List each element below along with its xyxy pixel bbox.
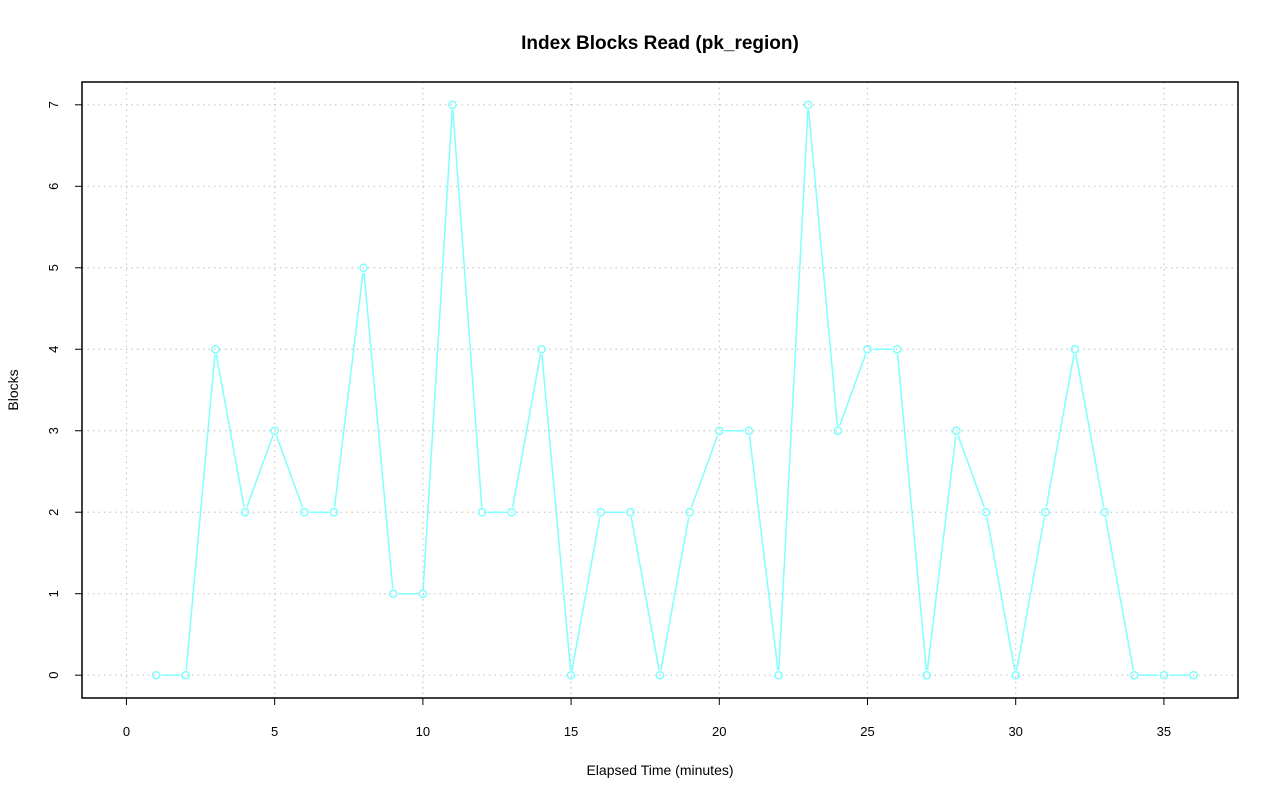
data-point [1129, 670, 1139, 680]
data-point [270, 426, 280, 436]
chart-title: Index Blocks Read (pk_region) [521, 33, 799, 54]
data-point [981, 507, 991, 517]
data-point [299, 507, 309, 517]
series-line-segment [926, 435, 957, 671]
data-point [1040, 507, 1050, 517]
data-point [181, 670, 191, 680]
data-point [685, 507, 694, 517]
data-point [655, 670, 665, 680]
series-line-segment [660, 517, 690, 671]
data-point [803, 100, 813, 110]
series-line-segment [511, 354, 542, 508]
x-tick-label: 15 [564, 724, 578, 739]
series-line-segment [452, 109, 483, 508]
data-point [952, 426, 961, 436]
y-tick-label: 0 [46, 672, 61, 679]
series-line-segment [896, 354, 928, 671]
series-line-segment [422, 109, 453, 589]
series-line-segment [275, 435, 304, 508]
y-tick-label: 1 [46, 590, 61, 597]
data-point [388, 589, 398, 599]
data-point [774, 670, 783, 680]
x-axis: 0 5 10 15 20 25 30 35 [123, 698, 1171, 739]
y-axis-label: Blocks [5, 369, 21, 410]
series-line-segment [630, 517, 660, 671]
data-point [211, 344, 220, 354]
data-point [714, 426, 724, 436]
data-point [922, 670, 932, 680]
y-axis: 0 1 2 3 4 5 6 7 [46, 101, 82, 679]
data-point [477, 507, 487, 517]
series-line-segment [541, 354, 572, 671]
series-line-segment [333, 272, 364, 508]
data-point [507, 507, 517, 517]
data-point [566, 670, 576, 680]
data-point [626, 507, 635, 517]
data-point [744, 426, 754, 436]
data-point [1011, 670, 1021, 680]
series-line-segment [838, 353, 867, 427]
y-tick-label: 6 [46, 183, 61, 190]
series-line-segment [363, 272, 394, 589]
y-tick-label: 7 [46, 101, 61, 108]
data-point [359, 263, 368, 273]
x-tick-label: 0 [123, 724, 130, 739]
series-line-segment [1104, 517, 1135, 671]
x-axis-label: Elapsed Time (minutes) [586, 762, 733, 778]
data-point [892, 344, 902, 354]
x-tick-label: 10 [416, 724, 430, 739]
data-point [329, 507, 339, 517]
data-point [863, 344, 872, 354]
series-line-segment [1045, 354, 1075, 508]
series-line-segment [1075, 354, 1105, 508]
plot-frame [81, 81, 1239, 699]
data-point [151, 670, 161, 680]
x-tick-label: 35 [1157, 724, 1171, 739]
series-line-segment [571, 517, 601, 671]
data-point [1189, 670, 1198, 680]
series-line-segment [807, 109, 839, 426]
data-point [1159, 670, 1169, 680]
y-tick-label: 4 [46, 346, 61, 353]
data-point [537, 344, 546, 354]
data-point [1070, 344, 1080, 354]
series-line-segment [185, 354, 216, 671]
grid [82, 82, 1238, 698]
series-line-segment [986, 517, 1016, 671]
x-tick-label: 25 [860, 724, 874, 739]
y-tick-label: 5 [46, 264, 61, 271]
series-line-segment [957, 435, 985, 508]
x-tick-label: 30 [1008, 724, 1022, 739]
y-tick-label: 2 [46, 509, 61, 516]
y-tick-label: 3 [46, 427, 61, 434]
series [151, 100, 1198, 680]
series-line-segment [748, 435, 779, 671]
series-line-segment [690, 435, 719, 508]
data-point [1100, 507, 1109, 517]
data-point [833, 426, 843, 436]
data-point [418, 589, 428, 599]
data-point [448, 100, 457, 110]
x-tick-label: 20 [712, 724, 726, 739]
series-line-segment [1015, 517, 1046, 671]
series-line-segment [778, 109, 809, 671]
series-line-segment [246, 435, 274, 508]
data-point [596, 507, 606, 517]
data-point [240, 507, 250, 517]
x-tick-label: 5 [271, 724, 278, 739]
series-line-segment [215, 354, 245, 508]
